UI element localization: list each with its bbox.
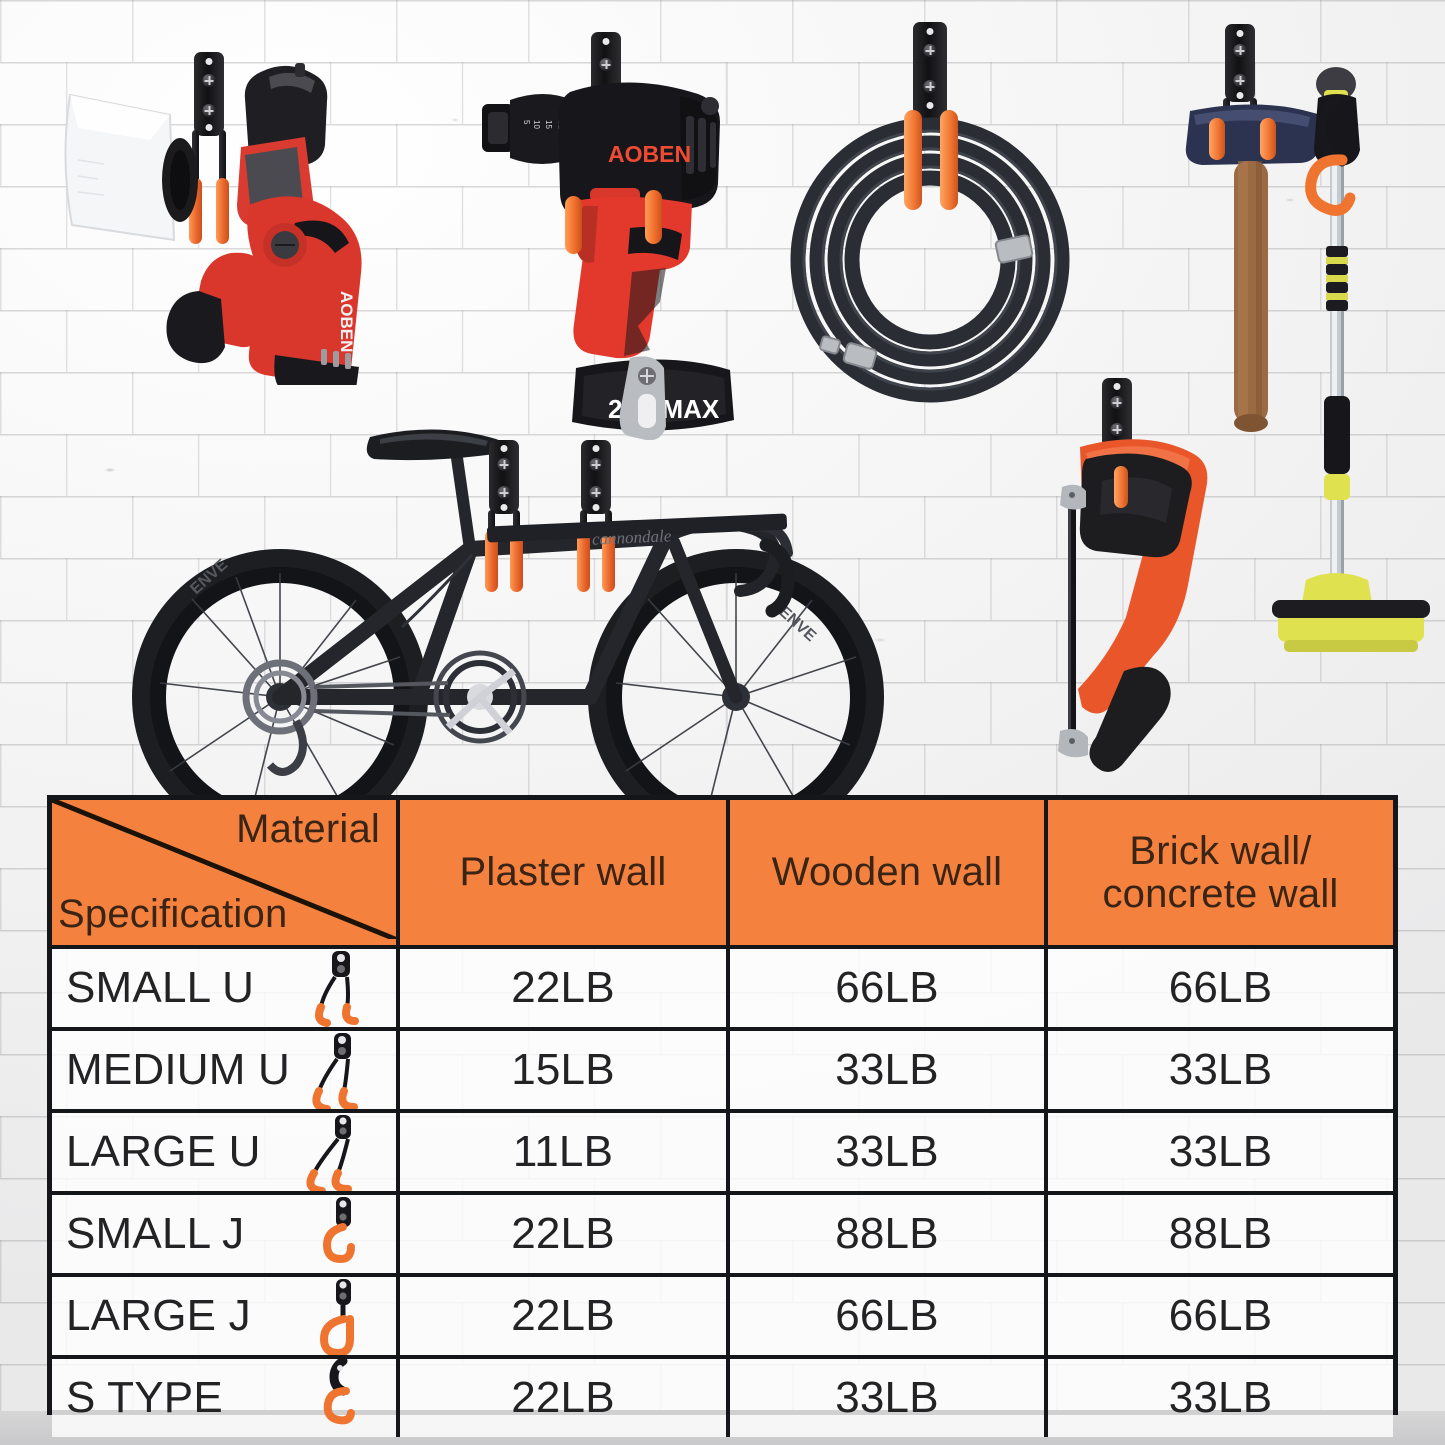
spec-label: MEDIUM U bbox=[66, 1045, 291, 1094]
table-row: LARGE J 22LB 66LB 66LB bbox=[52, 1277, 1393, 1359]
spec-label: SMALL J bbox=[66, 1209, 245, 1258]
spec-label: LARGE J bbox=[66, 1291, 251, 1340]
brick-value: 88LB bbox=[1168, 1209, 1273, 1258]
svg-text:15: 15 bbox=[544, 120, 553, 129]
brick-value: 33LB bbox=[1168, 1045, 1273, 1094]
column-header-plaster-wall: Plaster wall bbox=[400, 800, 730, 945]
wooden-value: 66LB bbox=[730, 949, 1048, 1027]
wooden-value: 33LB bbox=[730, 1359, 1048, 1437]
row-spec-cell: LARGE U bbox=[52, 1113, 400, 1195]
brick-value: 66LB bbox=[1168, 1291, 1273, 1340]
row-spec-cell: SMALL J bbox=[52, 1195, 400, 1273]
plaster-value: 22LB bbox=[400, 1195, 730, 1273]
row-spec-cell: MEDIUM U bbox=[52, 1031, 400, 1113]
hacksaw-hook-sleeve bbox=[1114, 466, 1128, 508]
table-header-row: Material Specification Plaster wall Wood… bbox=[52, 800, 1393, 949]
sprayer-body: AOBEN bbox=[166, 63, 362, 385]
hose-hook-sleeve-left bbox=[904, 110, 922, 210]
large-j-hook-icon bbox=[302, 1277, 382, 1358]
table-row: MEDIUM U 15LB 33LB 33LB bbox=[52, 1031, 1393, 1113]
drill-hook-sleeve-left bbox=[565, 196, 582, 254]
drill-hook-sleeve-right bbox=[645, 190, 662, 244]
large-u-hook-icon bbox=[302, 1113, 382, 1195]
corner-material-label: Material bbox=[236, 807, 380, 851]
brick-value: 33LB bbox=[1168, 1373, 1273, 1422]
hacksaw-body bbox=[1058, 439, 1208, 772]
small-u-hook-icon bbox=[1217, 24, 1263, 144]
svg-text:10: 10 bbox=[532, 120, 541, 129]
spec-label: S TYPE bbox=[66, 1373, 223, 1422]
bike-brand-label: cannondale bbox=[591, 526, 672, 549]
s-type-hook-icon bbox=[302, 1356, 382, 1437]
spec-label: LARGE U bbox=[66, 1127, 261, 1176]
column-header-wooden-wall: Wooden wall bbox=[730, 800, 1048, 945]
svg-text:5: 5 bbox=[522, 120, 531, 125]
hose-coil bbox=[790, 117, 1070, 403]
plaster-value: 22LB bbox=[400, 949, 730, 1027]
sprayer-paint-cup bbox=[64, 93, 198, 242]
medium-u-hook-icon bbox=[302, 1031, 382, 1113]
corner-diagonal-divider bbox=[52, 800, 396, 940]
svg-text:AOBEN: AOBEN bbox=[608, 141, 691, 167]
s-type-hook-icon bbox=[1305, 97, 1356, 216]
column-header-brick-wall: Brick wall/ concrete wall bbox=[1048, 800, 1393, 945]
hose-hook-sleeve-right bbox=[940, 110, 958, 210]
drill-body: 5 10 15 21 AOBEN bbox=[482, 82, 734, 440]
hammer-hook-sleeve-left bbox=[1209, 118, 1225, 160]
table-row: LARGE U 11LB 33LB 33LB bbox=[52, 1113, 1393, 1195]
spec-label: SMALL U bbox=[66, 963, 255, 1012]
small-u-hook-icon bbox=[302, 949, 382, 1027]
medium-u-hook-icon bbox=[482, 440, 526, 592]
specification-table: Material Specification Plaster wall Wood… bbox=[47, 795, 1398, 1437]
wooden-value: 33LB bbox=[730, 1113, 1048, 1191]
plaster-value: 22LB bbox=[400, 1359, 730, 1437]
table-row: SMALL J 22LB 88LB 88LB bbox=[52, 1195, 1393, 1277]
svg-text:AOBEN: AOBEN bbox=[337, 291, 356, 352]
wooden-value: 33LB bbox=[730, 1031, 1048, 1109]
column-header-brick-line1: Brick wall/ bbox=[1129, 829, 1312, 874]
row-spec-cell: SMALL U bbox=[52, 949, 400, 1027]
large-j-hook-icon bbox=[1095, 378, 1139, 488]
corner-specification-label: Specification bbox=[58, 891, 288, 936]
plaster-value: 22LB bbox=[400, 1277, 730, 1355]
table-row: S TYPE 22LB 33LB 33LB bbox=[52, 1356, 1393, 1437]
hammer-hook-sleeve-right bbox=[1260, 118, 1276, 160]
column-header-brick-line2: concrete wall bbox=[1102, 871, 1339, 916]
medium-u-hook-icon bbox=[574, 440, 618, 592]
brick-value: 33LB bbox=[1168, 1127, 1273, 1176]
plaster-value: 15LB bbox=[400, 1031, 730, 1109]
small-j-hook-icon bbox=[302, 1195, 382, 1273]
table-row: SMALL U 22LB 66LB 66LB bbox=[52, 949, 1393, 1031]
row-spec-cell: S TYPE bbox=[52, 1356, 400, 1437]
wooden-value: 66LB bbox=[730, 1277, 1048, 1355]
plaster-value: 11LB bbox=[400, 1113, 730, 1191]
wooden-value: 88LB bbox=[730, 1195, 1048, 1273]
table-corner-cell: Material Specification bbox=[52, 800, 400, 945]
row-spec-cell: LARGE J bbox=[52, 1277, 400, 1358]
brick-value: 66LB bbox=[1168, 963, 1273, 1012]
